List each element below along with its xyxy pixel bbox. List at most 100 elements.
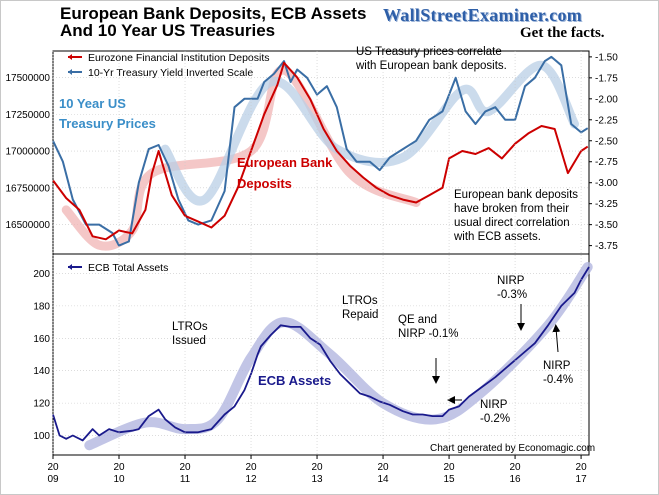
- annotation-nirp-04-line-1: NIRP: [543, 360, 571, 372]
- annotation-qe-line-1: QE and: [398, 314, 437, 326]
- annotation-ltros-issued-line-1: LTROs: [172, 321, 208, 333]
- annotation-qe-line-2: NIRP -0.1%: [398, 328, 459, 340]
- annotation-nirp-02-line-1: NIRP: [480, 399, 508, 411]
- deposits-trend-band: [61, 65, 421, 251]
- annotation-treasury-prices-line-2: Treasury Prices: [59, 116, 156, 131]
- annotation-ltros-issued: LTROs Issued: [172, 320, 208, 348]
- upper-left-tick-label: 17250000: [6, 110, 51, 121]
- annotation-nirp-04: NIRP -0.4%: [543, 359, 573, 387]
- lower-panel: 100 120 140 160 180 200 ECB Total Assets: [33, 253, 593, 456]
- annotation-nirp-03-line-1: NIRP: [497, 275, 525, 287]
- annotation-ltros-repaid-line-2: Repaid: [342, 309, 379, 321]
- annotation-nirp-02: NIRP -0.2%: [480, 398, 510, 426]
- x-tick-label-year: 13: [311, 474, 323, 485]
- lower-left-tick-label: 120: [33, 399, 50, 410]
- upper-right-tick-label: -2.25: [595, 115, 618, 126]
- annotation-nirp-04-line-2: -0.4%: [543, 374, 574, 386]
- lower-grid: [53, 273, 589, 436]
- upper-legend: Eurozone Financial Institution Deposits …: [68, 52, 270, 79]
- site-tagline: Get the facts.: [520, 25, 605, 41]
- lower-left-tick-label: 180: [33, 301, 50, 312]
- annotation-european-bank: European Bank Deposits: [237, 152, 332, 194]
- x-tick-label-year: 09: [47, 474, 59, 485]
- x-tick-label-century: 20: [576, 462, 588, 473]
- upper-right-tick-label: -2.50: [595, 136, 618, 147]
- annotation-ltros-repaid-line-1: LTROs: [342, 295, 378, 307]
- upper-right-tick-label: -3.50: [595, 220, 618, 231]
- x-tick-label-century: 20: [179, 462, 191, 473]
- annotation-ltros-issued-line-2: Issued: [172, 335, 206, 347]
- lower-left-tick-label: 160: [33, 334, 50, 345]
- site-logo-text: WallStreetExaminer.com: [383, 5, 583, 25]
- x-tick-label-century: 20: [245, 462, 257, 473]
- legend-ecb-label: ECB Total Assets: [88, 262, 168, 274]
- lower-left-ticks: 100 120 140 160 180 200: [33, 269, 50, 442]
- annotation-nirp-02-line-2: -0.2%: [480, 413, 511, 425]
- annotation-european-bank-line-1: European Bank: [237, 155, 333, 170]
- x-tick-label-year: 14: [377, 474, 389, 485]
- annotation-nirp-03: NIRP -0.3%: [497, 274, 527, 302]
- annotation-european-bank-line-2: Deposits: [237, 176, 292, 191]
- upper-right-tick-label: -3.75: [595, 241, 618, 252]
- lower-series: [52, 266, 590, 442]
- upper-right-tick-label: -1.50: [595, 52, 618, 63]
- x-tick-label-century: 20: [510, 462, 522, 473]
- annotation-correlate: US Treasury prices correlate with Europe…: [356, 45, 507, 73]
- annotation-nirp-03-line-2: -0.3%: [497, 289, 528, 301]
- x-tick-label-century: 20: [47, 462, 59, 473]
- annotation-treasury-prices: 10 Year US Treasury Prices: [59, 94, 156, 134]
- x-tick-label-year: 16: [510, 474, 522, 485]
- upper-right-tick-label: -3.25: [595, 199, 618, 210]
- annotation-broken-line-3: usual direct correlation: [454, 217, 570, 229]
- x-tick-label-century: 20: [443, 462, 455, 473]
- lower-left-tick-label: 100: [33, 431, 50, 442]
- legend-deposits-arrow: [68, 54, 72, 60]
- treasury-yield-line: [52, 55, 589, 247]
- annotation-broken-line-4: with ECB assets.: [454, 231, 541, 243]
- footer-credit: Chart generated by Economagic.com: [430, 443, 595, 454]
- annotation-broken-correlation: European bank deposits have broken from …: [454, 188, 578, 244]
- upper-right-tick-label: -2.75: [595, 157, 618, 168]
- x-tick-label-century: 20: [377, 462, 389, 473]
- upper-grid: [53, 77, 589, 225]
- lower-legend: ECB Total Assets: [68, 262, 168, 274]
- upper-left-tick-label: 16750000: [6, 183, 51, 194]
- annotation-correlate-line-2: with European bank deposits.: [356, 60, 507, 72]
- upper-right-tick-label: -1.75: [595, 73, 618, 84]
- upper-left-ticks: 16500000 16750000 17000000 17250000 17500000: [6, 73, 51, 231]
- annotation-correlate-line-1: US Treasury prices correlate: [356, 46, 502, 58]
- lower-left-tick-label: 200: [33, 269, 50, 280]
- x-tick-label-year: 12: [245, 474, 257, 485]
- x-tick-label-year: 17: [576, 474, 588, 485]
- upper-right-tick-label: -3.00: [595, 178, 618, 189]
- x-tick-label-year: 15: [443, 474, 455, 485]
- upper-left-tick-label: 17000000: [6, 147, 51, 158]
- upper-panel: 16500000 16750000 17000000 17250000 17500000…: [6, 50, 618, 255]
- annotation-ltros-repaid: LTROs Repaid: [342, 294, 378, 322]
- nirp-04-arrow: [552, 324, 561, 353]
- legend-ecb-arrow: [68, 264, 72, 270]
- legend-deposits-label: Eurozone Financial Institution Deposits: [88, 52, 270, 64]
- upper-left-tick-label: 17500000: [6, 73, 51, 84]
- upper-left-tick-label: 16500000: [6, 220, 51, 231]
- lower-left-tick-label: 140: [33, 366, 50, 377]
- chart-title-line-1: European Bank Deposits, ECB Assets: [60, 4, 367, 23]
- annotation-broken-line-1: European bank deposits: [454, 189, 579, 201]
- ecb-assets-line: [52, 266, 590, 442]
- upper-right-ticks: -1.50 -1.75 -2.00 -2.25 -2.50 -2.75 -3.00 -3.25…: [589, 52, 618, 252]
- legend-treasury-label: 10-Yr Treasury Yield Inverted Scale: [88, 67, 253, 79]
- x-tick-label-year: 11: [180, 474, 191, 485]
- x-tick-label-century: 20: [311, 462, 323, 473]
- annotation-ecb-assets: ECB Assets: [258, 373, 332, 388]
- chart-title: European Bank Deposits, ECB Assets And 1…: [60, 5, 366, 39]
- upper-right-tick-label: -2.00: [595, 94, 618, 105]
- annotation-broken-line-2: have broken from their: [454, 203, 570, 215]
- x-tick-label-century: 20: [113, 462, 125, 473]
- x-tick-label-year: 10: [113, 474, 125, 485]
- annotation-qe-nirp: QE and NIRP -0.1%: [398, 313, 459, 341]
- chart-title-line-2: And 10 Year US Treasuries: [60, 21, 276, 40]
- annotation-treasury-prices-line-1: 10 Year US: [59, 96, 126, 111]
- legend-treasury-arrow: [68, 69, 72, 75]
